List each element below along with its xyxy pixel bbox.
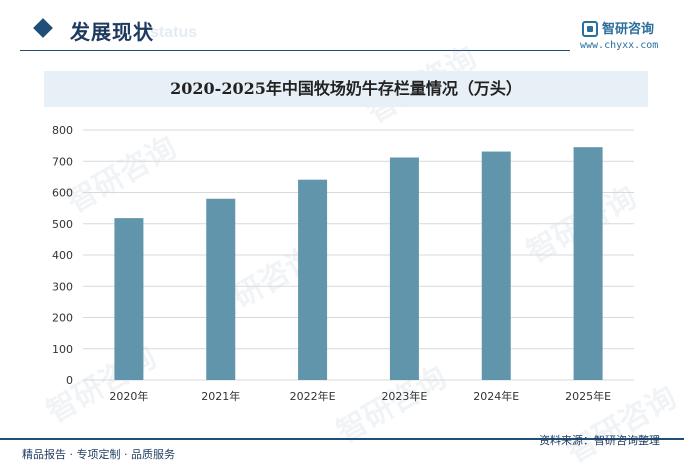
chart-title: 2020-2025年中国牧场奶牛存栏量情况（万头） [170, 79, 522, 98]
x-tick-label: 2023年E [381, 389, 427, 403]
brand-name: 智研咨询 [602, 22, 655, 37]
y-tick-label: 400 [52, 249, 73, 262]
y-tick-label: 100 [52, 343, 73, 356]
x-tick-label: 2022年E [290, 389, 336, 403]
y-tick-label: 600 [52, 187, 73, 200]
y-tick-label: 300 [52, 280, 73, 293]
bar-chart: 0 100 200 300 400 500 600 700 800 2020年 2021年 2022年… [52, 124, 634, 403]
footer-divider [0, 438, 684, 440]
x-tick-label: 2021年 [201, 389, 240, 403]
y-tick-label: 0 [66, 374, 73, 387]
footer-slogan: 精品报告 · 专项定制 · 品质服务 [22, 448, 175, 461]
bar [114, 218, 144, 380]
bar [298, 179, 328, 380]
section-ghost-text: status [150, 24, 198, 41]
bar [389, 157, 419, 380]
chart-title-band: 2020-2025年中国牧场奶牛存栏量情况（万头） [44, 71, 648, 107]
x-tick-label: 2025年E [565, 389, 611, 403]
page-header: status 发展现状 智研咨询 www.chyxx.com [0, 0, 684, 56]
section-title: 发展现状 [70, 20, 154, 44]
y-tick-label: 500 [52, 218, 73, 231]
bar [481, 151, 511, 380]
bar [206, 198, 236, 380]
y-tick-label: 700 [52, 155, 73, 168]
diamond-icon [33, 18, 53, 38]
x-tick-label: 2024年E [473, 389, 519, 403]
bar [573, 147, 603, 380]
y-tick-label: 200 [52, 312, 73, 325]
y-tick-label: 800 [52, 124, 73, 137]
brand-url: www.chyxx.com [580, 40, 659, 51]
x-tick-label: 2020年 [109, 389, 148, 403]
brand-logo-icon [582, 21, 598, 37]
footer-source: 资料来源：智研咨询整理 [539, 434, 660, 447]
header-divider [20, 50, 570, 51]
